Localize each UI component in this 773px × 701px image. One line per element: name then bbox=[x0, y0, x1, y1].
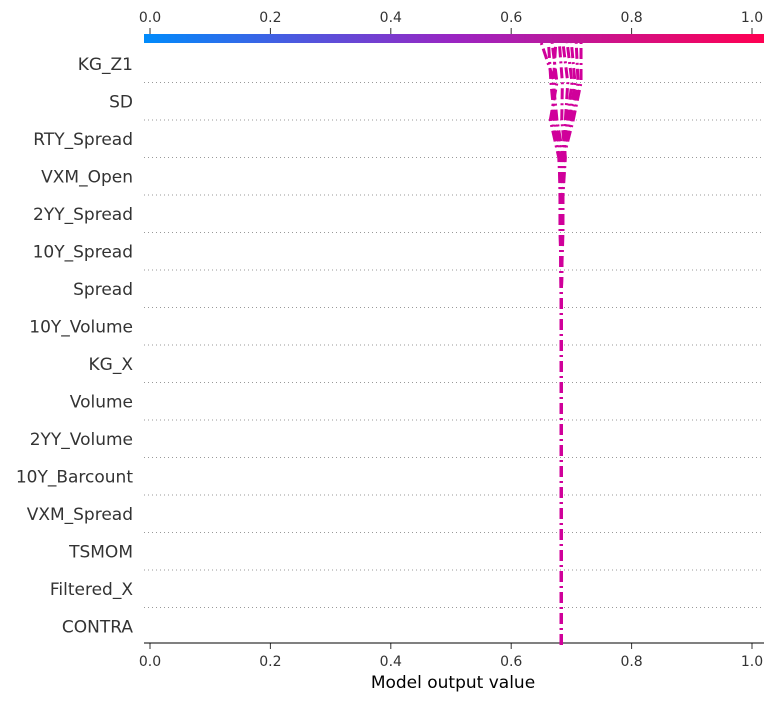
top-tick-label: 0.4 bbox=[380, 10, 402, 26]
feature-label: 10Y_Barcount bbox=[16, 467, 134, 487]
top-axis-ticks: 0.0 0.2 0.4 0.6 0.8 1.0 bbox=[139, 10, 763, 34]
decision-lines bbox=[539, 42, 583, 645]
feature-label: 10Y_Spread bbox=[33, 242, 133, 262]
feature-label: Volume bbox=[70, 392, 133, 412]
feature-label: VXM_Spread bbox=[27, 505, 133, 525]
feature-label: RTY_Spread bbox=[33, 130, 133, 150]
feature-label: KG_Z1 bbox=[78, 55, 133, 75]
feature-label: CONTRA bbox=[62, 617, 133, 637]
top-tick-label: 0.0 bbox=[139, 10, 161, 26]
decision-line-10 bbox=[559, 43, 583, 645]
colorbar bbox=[144, 34, 764, 43]
bottom-tick-label: 0.8 bbox=[620, 654, 642, 670]
bottom-tick-label: 0.4 bbox=[380, 654, 402, 670]
bottom-tick-label: 0.2 bbox=[259, 654, 281, 670]
bottom-tick-label: 0.6 bbox=[500, 654, 522, 670]
feature-label: VXM_Open bbox=[41, 167, 133, 187]
feature-label: KG_X bbox=[89, 355, 134, 375]
bottom-axis-ticks: 0.0 0.2 0.4 0.6 0.8 1.0 bbox=[139, 643, 763, 670]
x-axis-title: Model output value bbox=[371, 673, 535, 693]
bottom-tick-label: 1.0 bbox=[741, 654, 763, 670]
feature-label: 2YY_Volume bbox=[30, 430, 133, 450]
feature-label: Spread bbox=[73, 280, 133, 300]
bottom-tick-label: 0.0 bbox=[139, 654, 161, 670]
top-tick-label: 1.0 bbox=[741, 10, 763, 26]
feature-label: 2YY_Spread bbox=[33, 205, 133, 225]
top-tick-label: 0.6 bbox=[500, 10, 522, 26]
top-tick-label: 0.2 bbox=[259, 10, 281, 26]
feature-label: Filtered_X bbox=[50, 580, 133, 600]
top-tick-label: 0.8 bbox=[620, 10, 642, 26]
feature-label: SD bbox=[109, 92, 133, 112]
row-gridlines bbox=[144, 82, 764, 608]
feature-labels: KG_Z1 SD RTY_Spread VXM_Open 2YY_Spread 10Y_S… bbox=[16, 55, 134, 638]
feature-label: TSMOM bbox=[68, 542, 133, 562]
feature-label: 10Y_Volume bbox=[29, 317, 133, 337]
